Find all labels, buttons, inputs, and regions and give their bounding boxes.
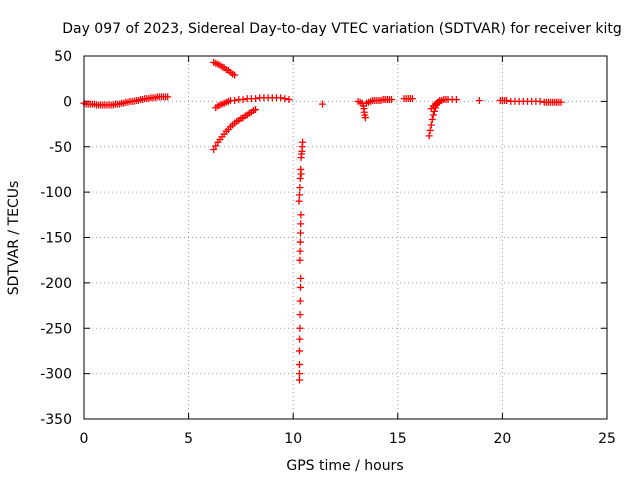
data-point-marker — [429, 111, 437, 119]
data-point-marker — [231, 71, 239, 79]
y-tick-label: -300 — [40, 367, 72, 383]
data-point-marker — [296, 311, 304, 319]
data-point-marker — [428, 116, 436, 124]
data-point-marker — [425, 132, 433, 140]
data-point-marker — [210, 145, 218, 153]
data-point-marker — [281, 95, 289, 103]
data-points-layer — [80, 58, 565, 384]
data-point-marker — [295, 370, 303, 378]
series-drop-10h — [295, 138, 307, 384]
series-isolated-19h — [475, 96, 483, 104]
data-point-marker — [536, 97, 544, 105]
series-arc-6h-lower — [210, 106, 260, 153]
y-tick-label: -200 — [40, 276, 72, 292]
data-point-marker — [475, 96, 483, 104]
series-arc-early — [80, 93, 172, 109]
data-point-marker — [297, 211, 305, 219]
chart-title: Day 097 of 2023, Sidereal Day-to-day VTE… — [62, 21, 622, 37]
series-arc-6h-mid — [212, 94, 293, 112]
series-arc-6h-upper — [210, 58, 239, 79]
x-axis-label: GPS time / hours — [286, 458, 403, 474]
y-tick-label: -50 — [49, 140, 72, 156]
y-tick-label: -100 — [40, 185, 72, 201]
y-tick-label: -250 — [40, 321, 72, 337]
data-point-marker — [426, 126, 434, 134]
data-point-marker — [296, 324, 304, 332]
data-point-marker — [296, 238, 304, 246]
data-point-marker — [427, 121, 435, 129]
data-point-marker — [296, 184, 304, 192]
y-tick-label: 0 — [63, 94, 72, 110]
data-point-marker — [503, 96, 511, 104]
data-point-marker — [295, 347, 303, 355]
x-tick-label: 20 — [493, 431, 511, 447]
data-point-marker — [297, 220, 305, 228]
data-point-marker — [277, 94, 285, 102]
data-point-marker — [296, 247, 304, 255]
y-tick-label: -350 — [40, 412, 72, 428]
series-arc-13h — [354, 96, 396, 122]
data-point-marker — [297, 229, 305, 237]
data-point-marker — [296, 297, 304, 305]
data-point-marker — [408, 95, 416, 103]
data-point-marker — [297, 274, 305, 282]
series-isolated-11h — [318, 100, 326, 108]
data-point-marker — [297, 154, 305, 162]
data-point-marker — [295, 197, 303, 205]
y-tick-label: -150 — [40, 231, 72, 247]
data-point-marker — [296, 335, 304, 343]
data-point-marker — [295, 191, 303, 199]
data-point-marker — [285, 96, 293, 104]
data-point-marker — [318, 100, 326, 108]
tick-layer: 0 5 10 15 20 25 50 0 -50 -100 -150 -200 -250 -300 -350 — [40, 49, 616, 447]
data-point-marker — [252, 95, 260, 103]
data-point-marker — [297, 283, 305, 291]
data-point-marker — [296, 175, 304, 183]
x-tick-label: 15 — [389, 431, 407, 447]
x-tick-label: 10 — [284, 431, 302, 447]
data-point-marker — [164, 93, 172, 101]
data-point-marker — [212, 142, 220, 150]
grid-layer — [84, 56, 607, 419]
data-point-marker — [557, 98, 565, 106]
data-point-marker — [388, 96, 396, 104]
data-point-marker — [295, 361, 303, 369]
x-tick-label: 25 — [598, 431, 616, 447]
x-tick-label: 0 — [80, 431, 89, 447]
data-point-marker — [452, 96, 460, 104]
data-point-marker — [239, 96, 247, 104]
data-point-marker — [361, 114, 369, 122]
x-tick-label: 5 — [184, 431, 193, 447]
data-point-marker — [252, 106, 260, 114]
y-axis-label: SDTVAR / TECUs — [6, 181, 22, 296]
data-point-marker — [295, 376, 303, 384]
data-point-marker — [231, 96, 239, 104]
series-arc-15h — [400, 95, 416, 103]
plot-frame — [83, 55, 608, 420]
series-arc-late — [496, 96, 565, 106]
data-point-marker — [296, 256, 304, 264]
data-point-marker — [297, 170, 305, 178]
series-arc-16h — [425, 96, 460, 140]
y-tick-label: 50 — [54, 49, 72, 65]
